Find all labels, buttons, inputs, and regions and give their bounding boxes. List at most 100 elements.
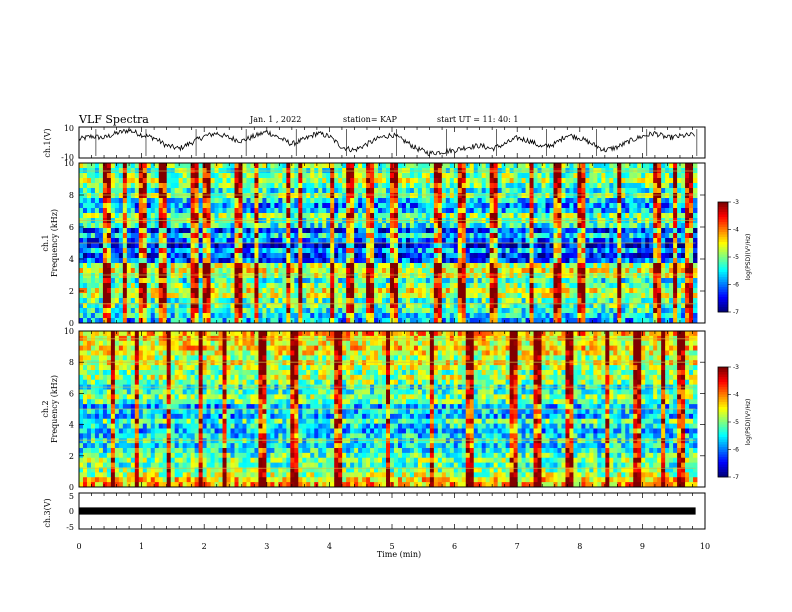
ch1-spec-cell <box>605 163 610 169</box>
ch1-spec-cell <box>222 318 227 324</box>
ch1-spec-cell <box>685 223 690 229</box>
ch1-spec-cell <box>653 213 658 219</box>
ch1-spec-cell <box>413 233 419 239</box>
ch1-spec-cell <box>493 258 499 264</box>
ch1-spec-cell <box>489 223 495 229</box>
ch1-spec-cell <box>405 193 411 199</box>
ch1-spec-cell <box>689 173 694 179</box>
ch1-spec-cell <box>449 278 455 284</box>
ch1-spec-cell <box>306 188 311 194</box>
ch1-spec-cell <box>118 313 124 319</box>
ch1-spec-cell <box>589 233 594 239</box>
ch1-spec-cell <box>649 273 654 279</box>
ch1-spec-cell <box>421 208 427 214</box>
ch1-spec-cell <box>86 233 92 239</box>
ch1-spec-cell <box>170 248 176 254</box>
ch1-spec-cell <box>577 278 582 284</box>
ch1-spec-cell <box>166 278 172 284</box>
ch1-spec-cell <box>150 208 156 214</box>
ch1-spec-cell <box>274 318 279 324</box>
ch1-spec-cell <box>529 243 534 249</box>
ch1-spec-cell <box>493 243 499 249</box>
ch1-spec-cell <box>146 188 152 194</box>
ch1-spec-cell <box>641 288 646 294</box>
ch1-spec-cell <box>465 298 471 304</box>
ch1-spec-cell <box>238 278 243 284</box>
ch1-spec-cell <box>645 313 650 319</box>
ch1-spec-cell <box>202 278 207 284</box>
ch1-spec-cell <box>525 183 530 189</box>
ch1-spec-cell <box>489 213 495 219</box>
ch1-spec-cell <box>441 238 447 244</box>
ch1-spec-cell <box>318 228 323 234</box>
ch1-spec-cell <box>657 243 662 249</box>
ch1-spec-cell <box>413 253 419 259</box>
ch1-spec-cell <box>505 238 511 244</box>
ch1-spec-cell <box>677 313 682 319</box>
ch1-spec-cell <box>565 258 570 264</box>
ch1-spec-cell <box>565 203 570 209</box>
ch1-spec-cell <box>234 193 239 199</box>
ch1-spec-cell <box>302 253 307 259</box>
ch1-spec-cell <box>210 208 215 214</box>
ch1-spec-cell <box>425 278 431 284</box>
ch1-spec-cell <box>370 238 375 244</box>
ch1-spec-cell <box>190 188 196 194</box>
ch1-spec-cell <box>374 263 379 269</box>
ch1-spec-cell <box>681 208 686 214</box>
ch1-spec-cell <box>354 248 359 254</box>
ch1-spec-cell <box>553 258 558 264</box>
ch1-spec-cell <box>138 308 144 314</box>
ch1-spec-cell <box>302 278 307 284</box>
ch1-spec-cell <box>386 228 391 234</box>
ch1-spec-cell <box>346 268 351 274</box>
ch1-spec-cell <box>657 268 662 274</box>
ch1-spec-cell <box>79 253 84 259</box>
ch1-spec-cell <box>585 213 590 219</box>
ch1-spec-cell <box>477 253 483 259</box>
ch1-spec-cell <box>166 188 172 194</box>
ch1-spec-cell <box>246 308 251 314</box>
ch1-spec-cell <box>114 203 120 209</box>
ch1-spec-cell <box>306 248 311 254</box>
ch1-spec-cell <box>589 178 594 184</box>
ch1-spec-cell <box>665 308 670 314</box>
ch1-spec-cell <box>437 258 443 264</box>
ch1-spec-cell <box>569 183 574 189</box>
ch1-spec-cell <box>549 308 554 314</box>
ch1-spec-cell <box>382 178 387 184</box>
ch1-spec-cell <box>266 228 271 234</box>
ch1-spec-cell <box>397 178 403 184</box>
ch1-spec-cell <box>234 273 239 279</box>
ch1-spec-cell <box>382 173 387 179</box>
ch1-spec-cell <box>557 193 562 199</box>
ch1-spec-cell <box>393 173 399 179</box>
ch1-spec-cell <box>262 283 267 289</box>
ch1-spec-cell <box>390 223 395 229</box>
ch1-spec-cell <box>346 228 351 234</box>
ch1-spec-cell <box>362 223 367 229</box>
ch1-spec-cell <box>665 268 670 274</box>
ch1-spec-cell <box>314 193 319 199</box>
ch1-spec-cell <box>282 303 287 309</box>
ch1-spec-cell <box>689 243 694 249</box>
ch1-spec-cell <box>82 263 88 269</box>
ch1-spec-cell <box>266 183 271 189</box>
ch1-spec-cell <box>206 208 211 214</box>
ch1-spec-cell <box>338 288 343 294</box>
ch1-spec-cell <box>242 283 247 289</box>
ch1-spec-cell <box>282 258 287 264</box>
ch1-spec-cell <box>114 298 120 304</box>
ch1-spec-cell <box>425 228 431 234</box>
ch1-spec-cell <box>465 238 471 244</box>
ch1-spec-cell <box>390 208 395 214</box>
ch1-spec-cell <box>649 208 654 214</box>
ch1-spec-cell <box>405 213 411 219</box>
ch1-spec-cell <box>86 213 92 219</box>
ch1-spec-cell <box>346 278 351 284</box>
ch1-spec-cell <box>585 313 590 319</box>
ch1-spec-cell <box>238 283 243 289</box>
ch1-spec-cell <box>469 233 475 239</box>
ch1-spec-cell <box>461 238 467 244</box>
ch1-spec-cell <box>79 308 84 314</box>
